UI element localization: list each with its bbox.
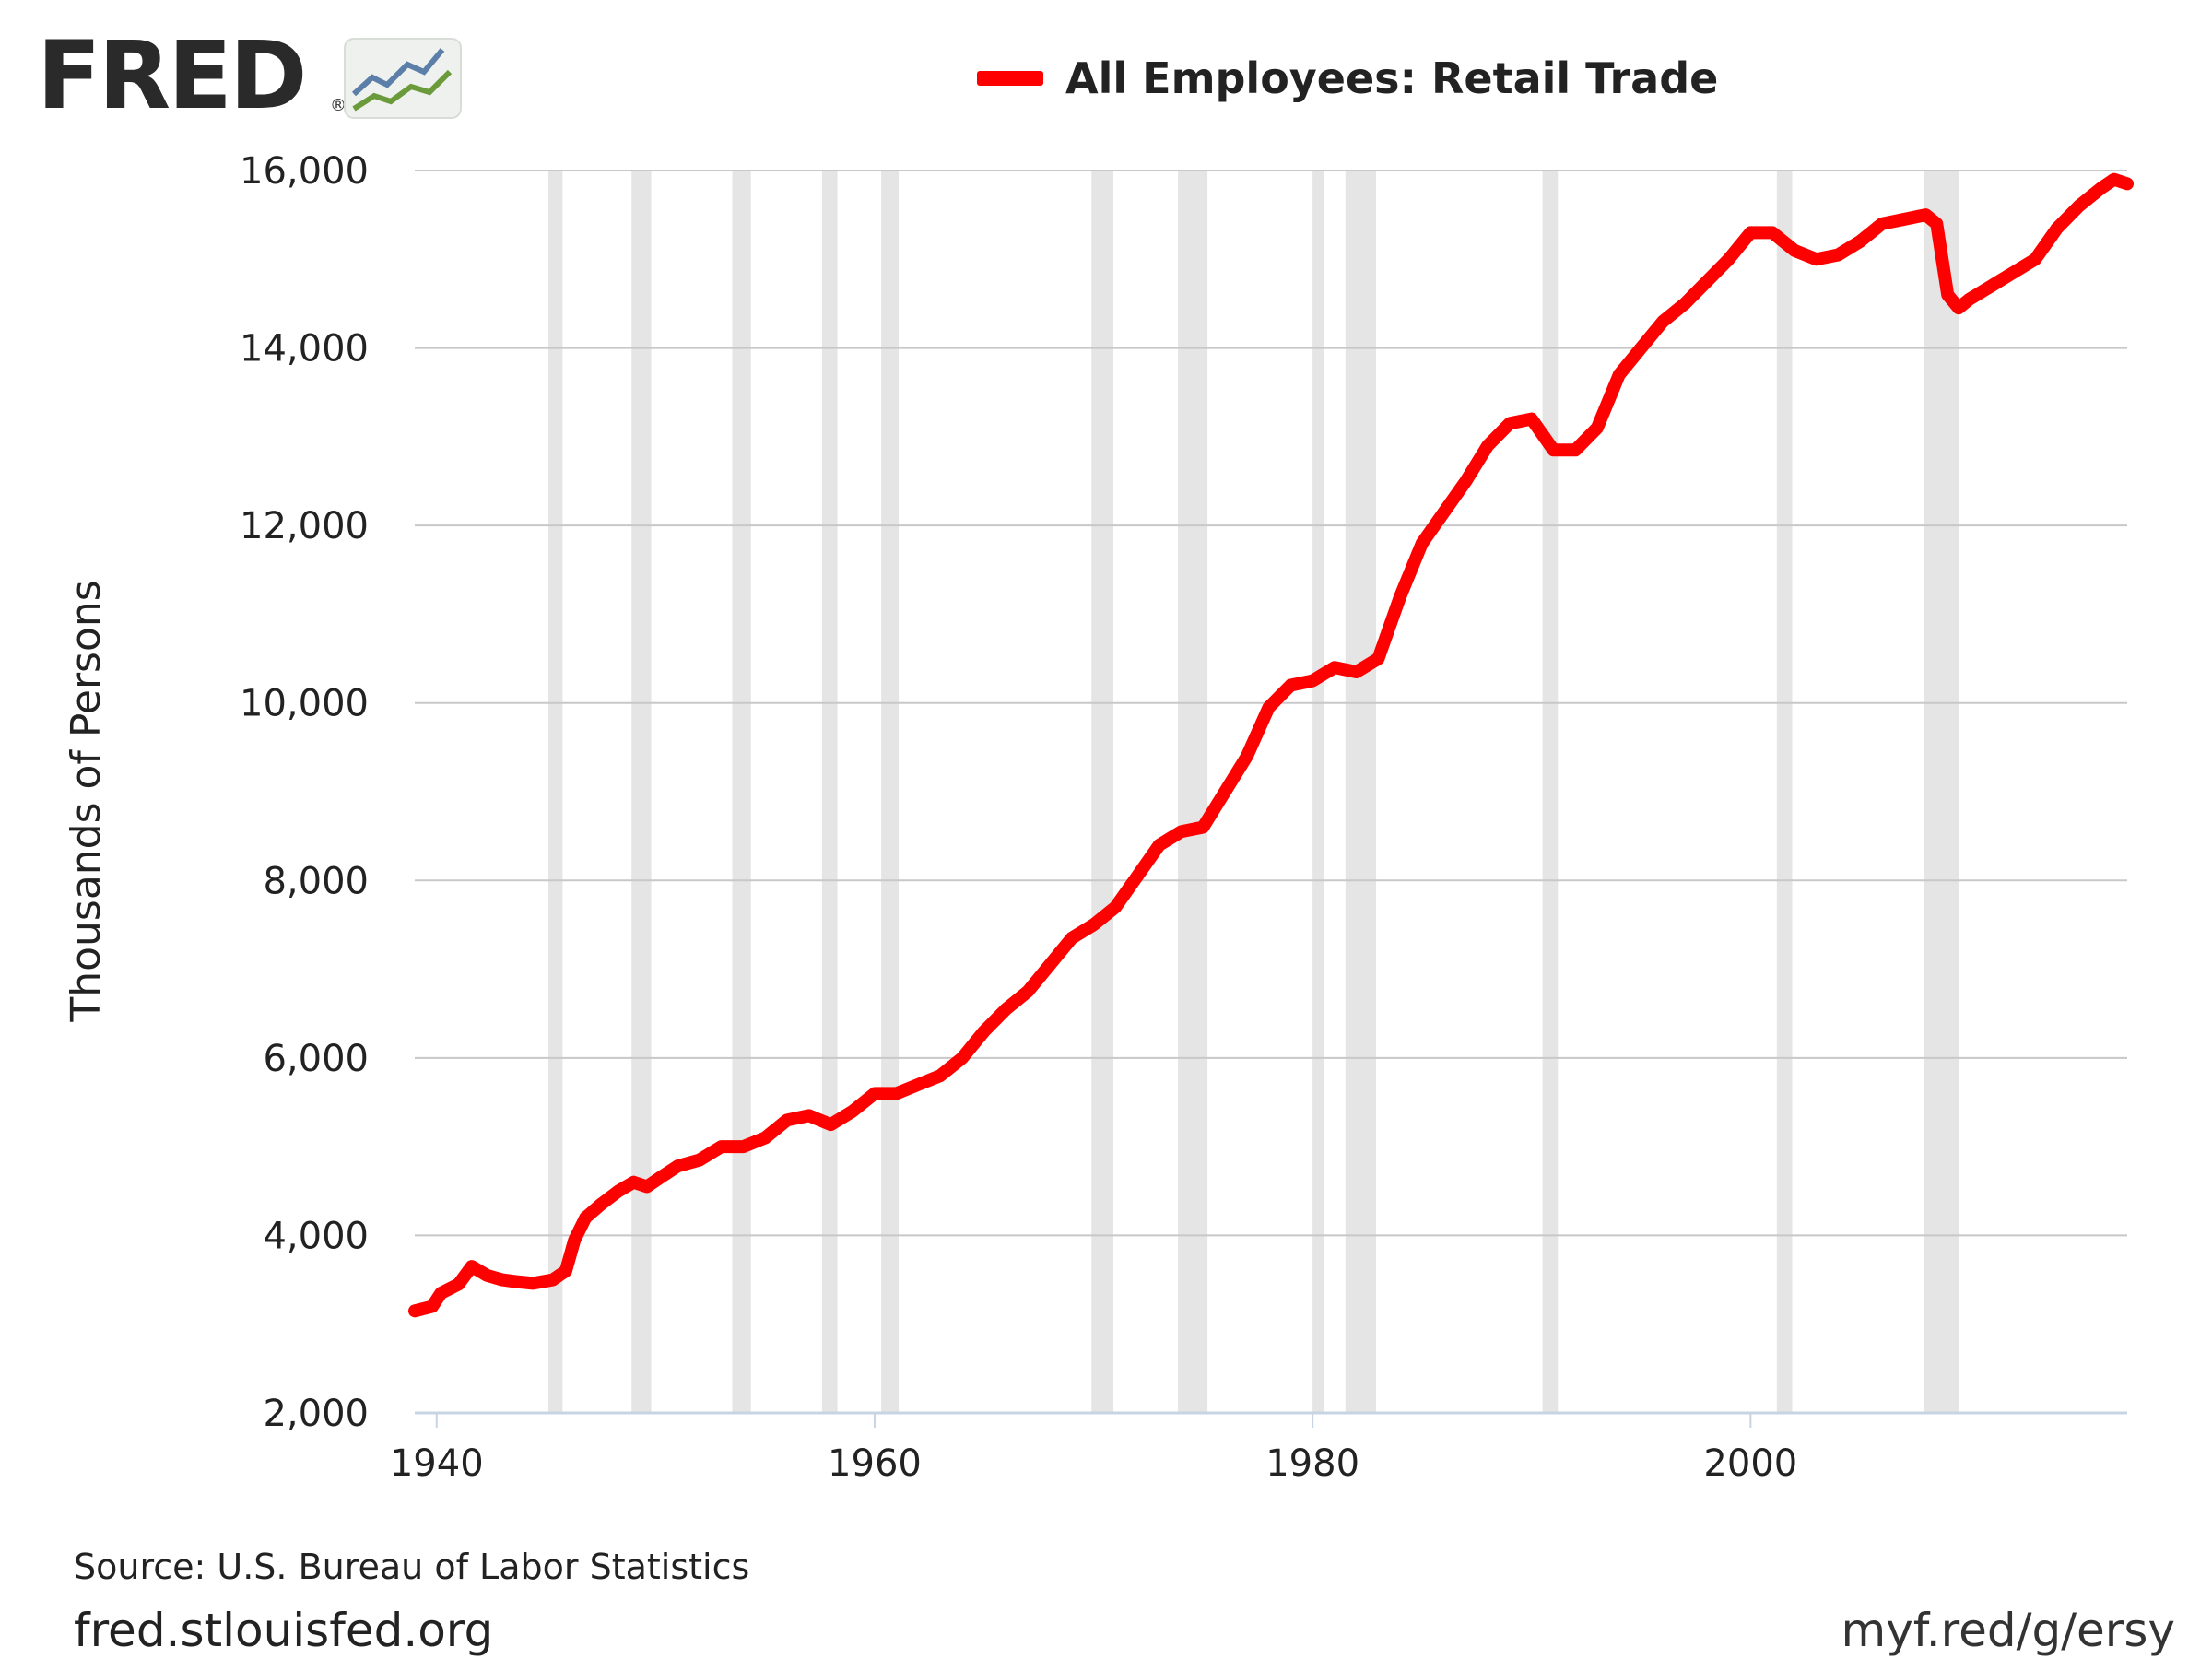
fred-logo[interactable]: FRED ® [37, 21, 462, 131]
registered-mark: ® [330, 96, 347, 115]
recession-band-2 [732, 171, 751, 1413]
y-tick-label-6000: 6,000 [263, 1038, 369, 1080]
series-line-retail-trade [408, 172, 2134, 1318]
site-link[interactable]: fred.stlouisfed.org [74, 1604, 494, 1657]
recession-band-11 [1924, 171, 1959, 1413]
y-tick-label-10000: 10,000 [240, 683, 369, 725]
y-tick-label-8000: 8,000 [263, 860, 369, 902]
y-tick-label-16000: 16,000 [240, 150, 369, 193]
source-note: Source: U.S. Bureau of Labor Statistics [74, 1547, 750, 1587]
recession-bands [547, 171, 1959, 1413]
recession-band-5 [1091, 171, 1113, 1413]
y-tick-label-2000: 2,000 [263, 1393, 369, 1435]
x-axis-ticks: 1940 1960 1980 2000 [390, 1413, 1797, 1485]
x-tick-label-2000: 2000 [1703, 1442, 1797, 1485]
x-tick-label-1940: 1940 [390, 1442, 484, 1485]
recession-band-7 [1312, 171, 1324, 1413]
legend-swatch [977, 71, 1043, 86]
y-tick-label-14000: 14,000 [240, 328, 369, 371]
recession-band-3 [821, 171, 838, 1413]
x-tick-label-1980: 1980 [1265, 1442, 1359, 1485]
y-tick-label-12000: 12,000 [240, 505, 369, 547]
recession-band-8 [1345, 171, 1377, 1413]
short-url-link[interactable]: myf.red/g/ersy [1841, 1604, 2176, 1657]
recession-band-4 [881, 171, 900, 1413]
recession-band-1 [631, 171, 652, 1413]
fred-logo-text: FRED [37, 21, 308, 131]
y-axis-label: Thousands of Persons [63, 580, 110, 1022]
y-tick-label-4000: 4,000 [263, 1215, 369, 1257]
fred-graph-icon [344, 38, 462, 119]
chart-legend: All Employees: Retail Trade [977, 46, 1718, 111]
recession-band-0 [547, 171, 563, 1413]
recession-band-10 [1776, 171, 1793, 1413]
legend-label: All Employees: Retail Trade [1065, 53, 1719, 103]
y-axis-ticks: 2,000 4,000 6,000 8,000 10,000 12,000 14,000 16… [240, 150, 369, 1435]
x-tick-label-1960: 1960 [828, 1442, 922, 1485]
gridlines [415, 170, 2127, 1237]
recession-band-9 [1542, 171, 1559, 1413]
recession-band-6 [1178, 171, 1208, 1413]
